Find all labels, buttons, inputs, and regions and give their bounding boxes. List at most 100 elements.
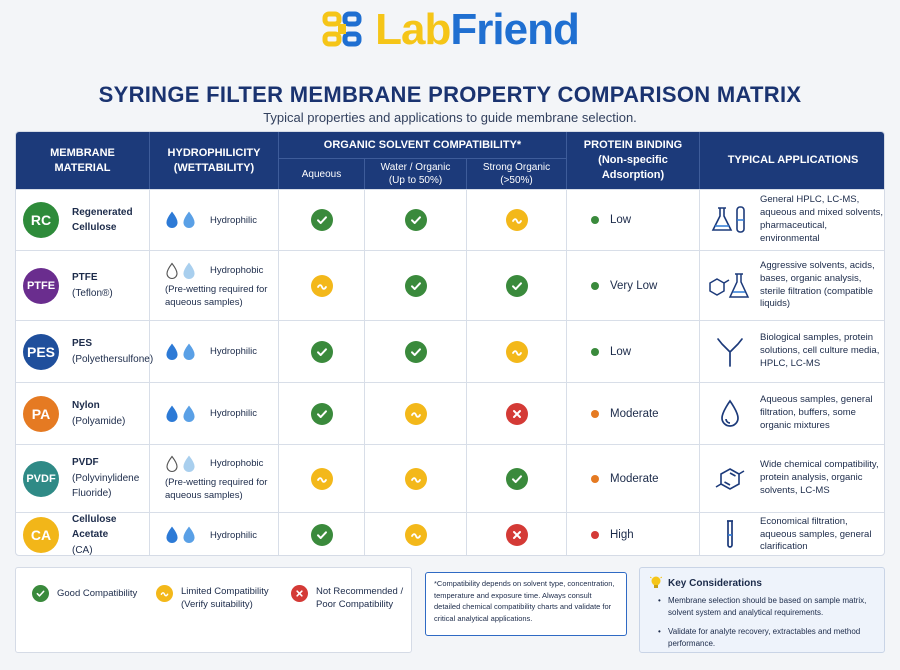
applications-text: General HPLC, LC-MS, aqueous and mixed s… — [760, 194, 884, 244]
header-water-organic: Water / Organic (Up to 50%) — [365, 159, 467, 189]
binding-level: High — [610, 529, 634, 541]
water-organic-cell — [365, 445, 467, 512]
material-cell: CA Cellulose Acetate (CA) — [16, 513, 150, 556]
applications-cell: Wide chemical compatibility, protein ana… — [700, 445, 884, 512]
check-icon — [310, 209, 333, 231]
tilde-icon — [505, 209, 528, 231]
hydrophilicity-cell: Hydrophilic — [150, 513, 279, 555]
header-material: MEMBRANE MATERIAL — [16, 132, 150, 189]
comparison-table: MEMBRANE MATERIAL HYDROPHILICITY (WETTAB… — [15, 131, 885, 556]
protein-binding-cell: Low — [567, 321, 700, 382]
flask-tube-icon — [708, 204, 752, 236]
applications-cell: Aggressive solvents, acids, bases, organ… — [700, 251, 884, 320]
applications-text: Economical filtration, aqueous samples, … — [760, 515, 872, 553]
hydro-label: Hydrophilic — [210, 214, 257, 226]
water-organic-cell — [365, 190, 467, 250]
hydrophilicity-cell: Hydrophilic — [150, 321, 279, 382]
material-name: PES (Polyethersulfone) — [72, 338, 154, 365]
material-name: PVDF (Polyvinylidene Fluoride) — [72, 457, 140, 500]
binding-level: Moderate — [610, 407, 659, 420]
hydrophilicity-cell: Hydrophilic — [150, 190, 279, 250]
applications-text: Aqueous samples, general filtration, buf… — [760, 394, 873, 431]
hydrophilicity-cell: Hydrophilic — [150, 383, 279, 444]
header-protein-binding: PROTEIN BINDING (Non-specific Adsorption… — [567, 132, 700, 189]
tilde-icon — [404, 467, 427, 490]
binding-dot — [591, 216, 599, 224]
material-badge: PVDF — [23, 460, 59, 497]
check-icon — [310, 524, 333, 546]
legend-good: Good Compatibility — [32, 585, 137, 602]
binding-level: Very Low — [610, 279, 658, 292]
check-icon — [310, 340, 333, 363]
water-drop-icon — [165, 211, 203, 229]
material-name: PTFE (Teflon®) — [72, 272, 113, 299]
water-drop-icon — [165, 262, 203, 280]
material-badge: PA — [23, 395, 59, 432]
table-header: MEMBRANE MATERIAL HYDROPHILICITY (WETTAB… — [16, 132, 884, 189]
tilde-icon — [310, 274, 333, 297]
key-item: Membrane selection should be based on sa… — [658, 595, 880, 618]
table-row: PA Nylon (Polyamide) Hydrophilic Moderate Aqu… — [16, 382, 884, 444]
water-organic-cell — [365, 513, 467, 555]
hydro-label: Hydrophobic — [210, 265, 264, 277]
legend-bad: Not Recommended / Poor Compatibility — [291, 585, 403, 612]
applications-cell: General HPLC, LC-MS, aqueous and mixed s… — [700, 190, 884, 250]
strong-organic-cell — [467, 321, 567, 382]
applications-cell: Biological samples, protein solutions, c… — [700, 321, 884, 382]
molecule-flask-icon — [708, 270, 752, 302]
hydro-label: Hydrophilic — [210, 408, 257, 419]
benzene-icon — [708, 463, 752, 495]
material-cell: PES PES (Polyethersulfone) — [16, 321, 154, 382]
header-hydrophilicity: HYDROPHILICITY (WETTABILITY) — [150, 132, 279, 189]
hydro-label: Hydrophilic — [210, 346, 257, 357]
strong-organic-cell — [467, 383, 567, 444]
aqueous-cell — [279, 251, 365, 320]
water-drop-icon — [165, 526, 203, 544]
aqueous-cell — [279, 321, 365, 382]
aqueous-cell — [279, 190, 365, 250]
x-icon — [505, 402, 528, 425]
check-icon — [32, 585, 49, 602]
aqueous-cell — [279, 445, 365, 512]
strong-organic-cell — [467, 513, 567, 555]
x-icon — [291, 585, 308, 602]
material-cell: PA Nylon (Polyamide) — [16, 383, 150, 444]
material-name: Cellulose Acetate (CA) — [72, 513, 117, 556]
strong-organic-cell — [467, 190, 567, 250]
water-drop-icon — [708, 398, 752, 430]
binding-level: Low — [610, 214, 632, 226]
material-name: Nylon (Polyamide) — [72, 400, 126, 427]
water-organic-cell — [365, 383, 467, 444]
tilde-icon — [310, 467, 333, 490]
applications-text: Aggressive solvents, acids, bases, organ… — [760, 259, 875, 310]
water-drop-icon — [165, 405, 203, 423]
labfriend-logo: LabFriend — [0, 4, 900, 56]
page-subtitle: Typical properties and applications to g… — [263, 110, 637, 125]
protein-binding-cell: Moderate — [567, 445, 700, 512]
hydro-label: Hydrophobic — [210, 458, 264, 470]
aqueous-cell — [279, 513, 365, 555]
material-cell: RC Regenerated Cellulose — [16, 190, 150, 250]
material-cell: PTFE PTFE (Teflon®) — [16, 251, 150, 320]
table-row: RC Regenerated Cellulose Hydrophilic Low Gen… — [16, 189, 884, 250]
logo-mark-icon — [322, 11, 362, 47]
material-badge: RC — [23, 202, 59, 238]
material-name: Regenerated Cellulose — [72, 206, 133, 234]
binding-dot — [591, 347, 599, 356]
protein-binding-cell: Low — [567, 190, 700, 250]
protein-binding-cell: Moderate — [567, 383, 700, 444]
check-icon — [404, 340, 427, 363]
legend-limited: Limited Compatibility (Verify suitability… — [156, 585, 269, 612]
material-badge: PES — [23, 333, 59, 370]
test-tube-icon — [708, 519, 752, 551]
material-cell: PVDF PVDF (Polyvinylidene Fluoride) — [16, 445, 150, 512]
lightbulb-icon — [650, 576, 662, 588]
water-drop-icon — [165, 343, 203, 361]
water-drop-icon — [165, 455, 203, 473]
material-badge: CA — [23, 517, 59, 553]
key-title: Key Considerations — [650, 576, 762, 590]
hydrophilicity-cell: Hydrophobic (Pre-wetting required for aqu… — [150, 251, 279, 320]
binding-level: Moderate — [610, 472, 659, 485]
header-aqueous: Aqueous — [279, 159, 365, 189]
x-icon — [505, 524, 528, 546]
